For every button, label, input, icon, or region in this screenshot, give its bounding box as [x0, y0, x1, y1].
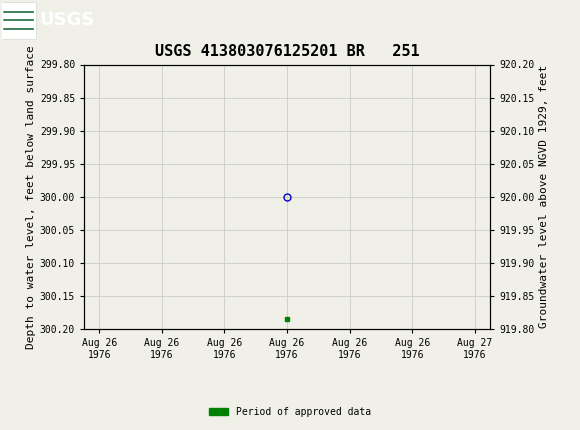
Title: USGS 413803076125201 BR   251: USGS 413803076125201 BR 251 [155, 44, 419, 59]
Y-axis label: Depth to water level, feet below land surface: Depth to water level, feet below land su… [26, 45, 35, 349]
Bar [3, 3, 35, 37]
Text: USGS: USGS [39, 12, 95, 29]
Legend: Period of approved data: Period of approved data [205, 403, 375, 421]
Y-axis label: Groundwater level above NGVD 1929, feet: Groundwater level above NGVD 1929, feet [539, 65, 549, 329]
Bar [3, 3, 35, 37]
